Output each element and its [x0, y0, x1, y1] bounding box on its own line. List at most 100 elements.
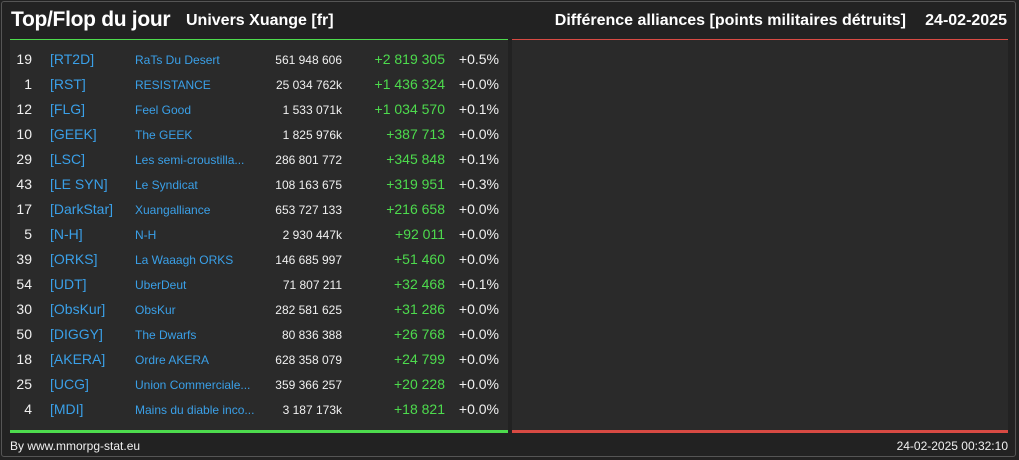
alliance-name-link[interactable]: The GEEK: [135, 128, 193, 142]
alliance-name-link[interactable]: RaTs Du Desert: [135, 53, 220, 67]
alliance-tag-link[interactable]: [GEEK]: [50, 126, 97, 142]
alliance-points: 1 533 071k: [282, 103, 342, 117]
alliance-tag-link[interactable]: [DIGGY]: [50, 326, 103, 342]
alliance-rank: 1: [24, 76, 32, 92]
alliance-rank: 43: [16, 176, 32, 192]
alliance-difference: +51 460: [394, 251, 445, 267]
alliance-difference: +387 713: [386, 126, 445, 142]
alliance-difference: +24 799: [394, 351, 445, 367]
alliance-name-link[interactable]: UberDeut: [135, 278, 187, 292]
top-list: 19 [RT2D] RaTs Du Desert 561 948 606 +2 819 …: [10, 48, 508, 423]
alliance-percent: +0.5%: [458, 51, 499, 67]
table-row: 10 [GEEK] The GEEK 1 825 976k +387 713 +0.0%: [10, 123, 508, 148]
alliance-tag-link[interactable]: [ObsKur]: [50, 301, 106, 317]
alliance-points: 561 948 606: [275, 53, 342, 67]
alliance-name-link[interactable]: Xuangalliance: [135, 203, 211, 217]
table-row: 5 [N-H] N-H 2 930 447k +92 011 +0.0%: [10, 223, 508, 248]
table-row: 19 [RT2D] RaTs Du Desert 561 948 606 +2 819 …: [10, 48, 508, 73]
alliance-name-link[interactable]: N-H: [135, 228, 157, 242]
alliance-difference: +345 848: [386, 151, 445, 167]
alliance-percent: +0.0%: [458, 376, 499, 392]
alliance-name-link[interactable]: The Dwarfs: [135, 328, 197, 342]
alliance-points: 80 836 388: [281, 328, 342, 342]
alliance-tag-link[interactable]: [LSC]: [50, 151, 86, 167]
alliance-difference: +319 951: [386, 176, 445, 192]
alliance-percent: +0.0%: [458, 126, 499, 142]
alliance-points: 146 685 997: [275, 253, 342, 267]
alliance-difference: +31 286: [394, 301, 445, 317]
alliance-name-link[interactable]: Union Commerciale...: [135, 378, 251, 392]
alliance-rank: 5: [24, 226, 32, 242]
alliance-percent: +0.1%: [458, 276, 499, 292]
flop-panel-accent-bottom: [512, 430, 1008, 433]
alliance-percent: +0.0%: [458, 201, 499, 217]
alliance-tag-link[interactable]: [FLG]: [50, 101, 86, 117]
alliance-tag-link[interactable]: [AKERA]: [50, 351, 106, 367]
alliance-difference: +216 658: [386, 201, 445, 217]
alliance-difference: +32 468: [394, 276, 445, 292]
alliance-percent: +0.1%: [458, 101, 499, 117]
page-title: Top/Flop du jour: [11, 8, 171, 31]
alliance-tag-link[interactable]: [UDT]: [50, 276, 87, 292]
alliance-tag-link[interactable]: [ORKS]: [50, 251, 98, 267]
table-row: 50 [DIGGY] The Dwarfs 80 836 388 +26 768 +0.0…: [10, 323, 508, 348]
alliance-tag-link[interactable]: [RT2D]: [50, 51, 95, 67]
alliance-tag-link[interactable]: [DarkStar]: [50, 201, 114, 217]
alliance-percent: +0.0%: [458, 326, 499, 342]
alliance-tag-link[interactable]: [N-H]: [50, 226, 83, 242]
alliance-name-link[interactable]: RESISTANCE: [135, 78, 211, 92]
alliance-name-link[interactable]: Le Syndicat: [135, 178, 198, 192]
alliance-points: 286 801 772: [275, 153, 342, 167]
table-row: 30 [ObsKur] ObsKur 282 581 625 +31 286 +0.0%: [10, 298, 508, 323]
table-row: 29 [LSC] Les semi-croustilla... 286 801 772…: [10, 148, 508, 173]
alliance-points: 359 366 257: [275, 378, 342, 392]
table-row: 12 [FLG] Feel Good 1 533 071k +1 034 570 +0.1…: [10, 98, 508, 123]
alliance-points: 3 187 173k: [282, 403, 342, 417]
alliance-percent: +0.0%: [458, 401, 499, 417]
alliance-name-link[interactable]: La Waaagh ORKS: [135, 253, 234, 267]
table-row: 17 [DarkStar] Xuangalliance 653 727 133 +216…: [10, 198, 508, 223]
top-panel: 19 [RT2D] RaTs Du Desert 561 948 606 +2 819 …: [10, 40, 508, 433]
alliance-points: 25 034 762k: [275, 78, 342, 92]
alliance-percent: +0.3%: [458, 176, 499, 192]
site-credit-link[interactable]: By www.mmorpg-stat.eu: [10, 439, 141, 453]
alliance-difference: +20 228: [394, 376, 445, 392]
alliance-name-link[interactable]: Mains du diable inco...: [135, 403, 255, 417]
alliance-name-link[interactable]: Ordre AKERA: [135, 353, 210, 367]
flop-panel: [512, 40, 1008, 433]
top-panel-accent-bottom: [10, 430, 508, 433]
alliance-tag-link[interactable]: [UCG]: [50, 376, 89, 392]
alliance-points: 71 807 211: [282, 278, 342, 292]
alliance-tag-link[interactable]: [LE SYN]: [50, 176, 108, 192]
table-row: 43 [LE SYN] Le Syndicat 108 163 675 +319 951…: [10, 173, 508, 198]
alliance-rank: 10: [16, 126, 32, 142]
table-row: 25 [UCG] Union Commerciale... 359 366 257 +2…: [10, 373, 508, 398]
alliance-tag-link[interactable]: [MDI]: [50, 401, 84, 417]
alliance-rank: 30: [16, 301, 32, 317]
alliance-rank: 4: [24, 401, 32, 417]
alliance-name-link[interactable]: ObsKur: [135, 303, 176, 317]
alliance-rank: 17: [16, 201, 32, 217]
alliance-rank: 29: [16, 151, 32, 167]
generated-timestamp: 24-02-2025 00:32:10: [896, 439, 1008, 453]
table-row: 54 [UDT] UberDeut 71 807 211 +32 468 +0.1%: [10, 273, 508, 298]
alliance-percent: +0.0%: [458, 226, 499, 242]
alliance-percent: +0.0%: [458, 251, 499, 267]
alliance-points: 653 727 133: [275, 203, 342, 217]
alliance-rank: 39: [16, 251, 32, 267]
alliance-points: 282 581 625: [275, 303, 342, 317]
table-row: 1 [RST] RESISTANCE 25 034 762k +1 436 324 +0.…: [10, 73, 508, 98]
alliance-points: 2 930 447k: [282, 228, 342, 242]
alliance-name-link[interactable]: Feel Good: [135, 103, 192, 117]
alliance-rank: 25: [16, 376, 32, 392]
alliance-rank: 19: [16, 51, 32, 67]
header-date: 24-02-2025: [925, 12, 1007, 29]
table-row: 39 [ORKS] La Waaagh ORKS 146 685 997 +51 460…: [10, 248, 508, 273]
alliance-points: 628 358 079: [275, 353, 342, 367]
alliance-percent: +0.1%: [458, 151, 499, 167]
table-row: 4 [MDI] Mains du diable inco... 3 187 173k +…: [10, 398, 508, 423]
alliance-rank: 12: [16, 101, 32, 117]
alliance-name-link[interactable]: Les semi-croustilla...: [135, 153, 245, 167]
table-row: 18 [AKERA] Ordre AKERA 628 358 079 +24 799 +0…: [10, 348, 508, 373]
alliance-tag-link[interactable]: [RST]: [50, 76, 86, 92]
